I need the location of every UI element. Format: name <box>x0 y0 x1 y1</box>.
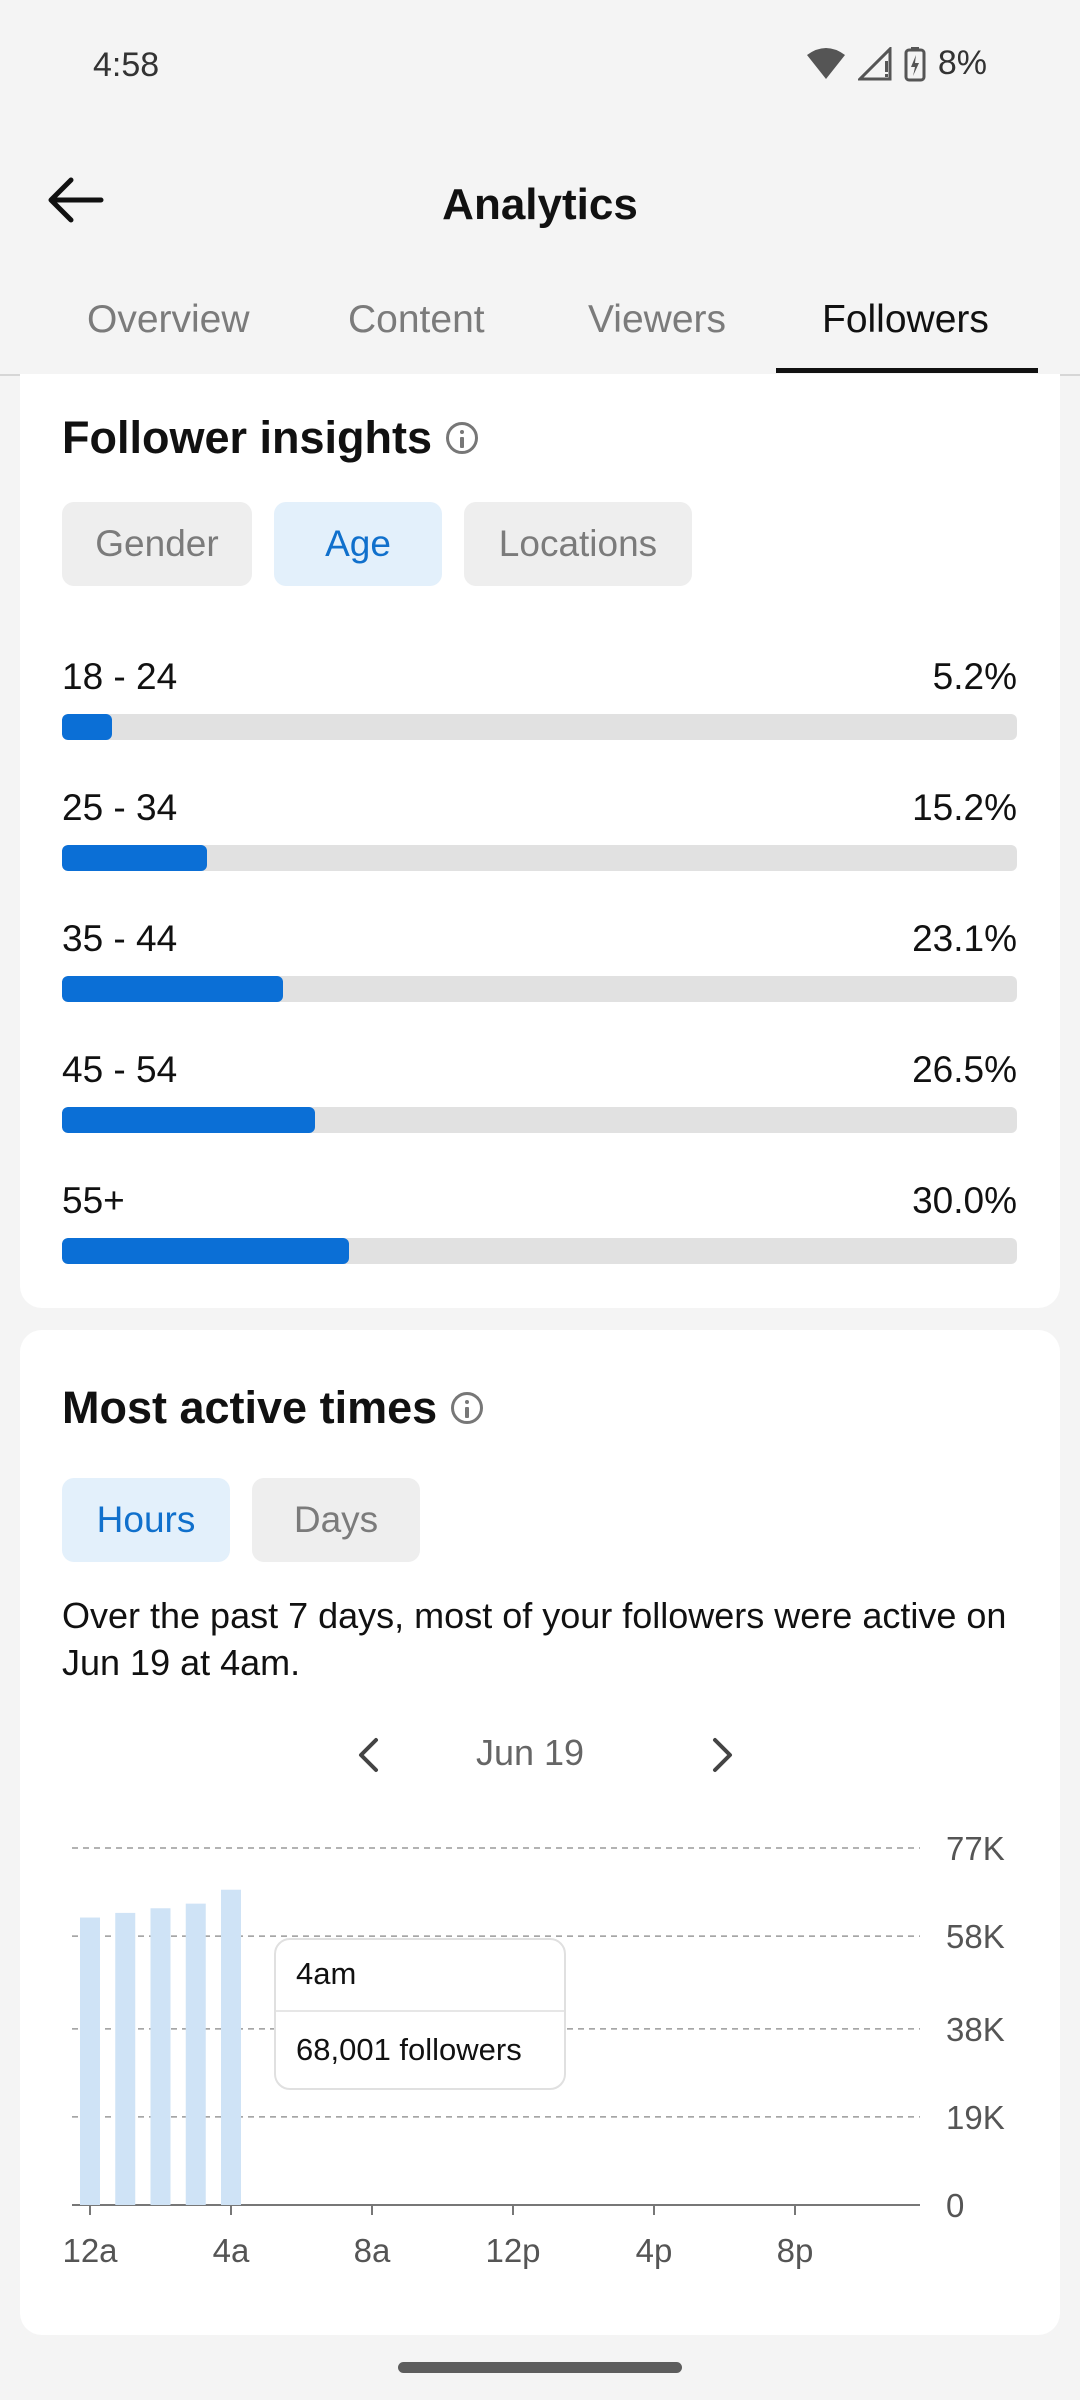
chevron-left-icon <box>359 1738 378 1772</box>
age-progress-track <box>62 845 1017 871</box>
age-progress-track <box>62 1107 1017 1133</box>
chevron-right-icon <box>713 1738 732 1772</box>
follower-insights-heading: Follower insights <box>62 412 479 464</box>
y-tick-label: 58K <box>946 1918 1005 1955</box>
tooltip-divider <box>276 2010 564 2012</box>
status-time: 4:58 <box>93 46 160 84</box>
tab-active-indicator <box>776 368 1038 373</box>
follower-insights-title: Follower insights <box>62 412 433 463</box>
follower-insights-card: Follower insights Gender Age Locations 1… <box>20 374 1060 1308</box>
age-row: 18 - 24 5.2% <box>62 656 1017 766</box>
date-navigator: Jun 19 <box>20 1720 1060 1790</box>
y-tick-label: 77K <box>946 1830 1005 1867</box>
age-range-label: 25 - 34 <box>62 787 178 828</box>
arrow-left-icon <box>48 177 104 223</box>
x-tick-label: 12p <box>485 2232 540 2269</box>
filter-gender-chip[interactable]: Gender <box>62 502 252 586</box>
chart-bar <box>115 1912 136 2205</box>
age-range-label: 55+ <box>62 1180 125 1221</box>
tab-viewers[interactable]: Viewers <box>588 298 727 341</box>
tab-overview[interactable]: Overview <box>87 298 250 341</box>
x-tick-label: 8p <box>777 2232 814 2269</box>
x-tick-label: 4a <box>213 2232 250 2269</box>
battery-icon <box>904 46 926 82</box>
age-progress-fill <box>62 845 208 871</box>
age-progress-fill <box>62 714 112 740</box>
age-progress-track <box>62 1238 1017 1264</box>
age-row: 55+ 30.0% <box>62 1180 1017 1290</box>
x-tick-label: 12a <box>62 2232 118 2269</box>
age-percent-label: 30.0% <box>912 1180 1017 1221</box>
app-header: Analytics <box>0 140 1080 260</box>
y-tick-label: 38K <box>946 2011 1005 2048</box>
filter-hours-chip[interactable]: Hours <box>62 1478 230 1562</box>
tab-bar: Overview Content Viewers Followers <box>0 282 1080 376</box>
signal-icon <box>857 46 892 81</box>
home-indicator[interactable] <box>398 2362 682 2373</box>
age-progress-fill <box>62 1238 349 1264</box>
next-date-button[interactable] <box>698 1730 748 1780</box>
wifi-icon <box>806 47 846 81</box>
tab-followers[interactable]: Followers <box>822 298 989 341</box>
page-title: Analytics <box>442 180 638 229</box>
tooltip-value: 68,001 followers <box>296 2032 522 2067</box>
age-row: 45 - 54 26.5% <box>62 1049 1017 1159</box>
status-icons: 8% <box>806 44 987 83</box>
age-range-label: 35 - 44 <box>62 918 178 959</box>
selected-date: Jun 19 <box>475 1732 585 1773</box>
info-icon[interactable] <box>451 1392 484 1424</box>
chart-bar <box>150 1908 171 2205</box>
filter-locations-chip[interactable]: Locations <box>464 502 692 586</box>
age-progress-track <box>62 976 1017 1002</box>
active-times-summary: Over the past 7 days, most of your follo… <box>62 1595 1007 1683</box>
y-tick-label: 19K <box>946 2099 1005 2136</box>
back-button[interactable] <box>40 170 110 230</box>
age-progress-fill <box>62 976 283 1002</box>
age-percent-label: 15.2% <box>912 787 1017 828</box>
battery-percent: 8% <box>937 44 987 82</box>
chart-bar <box>185 1903 206 2205</box>
status-bar: 4:58 8% <box>0 0 1080 130</box>
age-range-label: 18 - 24 <box>62 656 178 697</box>
tab-content[interactable]: Content <box>348 298 485 341</box>
active-times-title: Most active times <box>62 1382 438 1433</box>
chart-bar <box>221 1889 241 2205</box>
age-percent-label: 26.5% <box>912 1049 1017 1090</box>
filter-age-chip[interactable]: Age <box>274 502 442 586</box>
active-times-chart: 0 19K 38K 58K 77K 12a 4a 8a 12p 4p 8p <box>20 1810 1060 2270</box>
most-active-times-card: Most active times Hours Days Over the pa… <box>20 1330 1060 2335</box>
age-range-label: 45 - 54 <box>62 1049 178 1090</box>
active-times-chart-svg: 0 19K 38K 58K 77K 12a 4a 8a 12p 4p 8p <box>62 1830 1005 2269</box>
previous-date-button[interactable] <box>343 1730 393 1780</box>
age-row: 35 - 44 23.1% <box>62 918 1017 1028</box>
active-times-heading: Most active times <box>62 1382 484 1434</box>
age-percent-label: 23.1% <box>912 918 1017 959</box>
tooltip-time: 4am <box>296 1956 357 1991</box>
x-tick-label: 8a <box>354 2232 391 2269</box>
chart-bar <box>80 1917 100 2205</box>
info-icon[interactable] <box>446 422 479 454</box>
chart-tooltip: 4am 68,001 followers <box>274 1938 566 2090</box>
age-progress-track <box>62 714 1017 740</box>
y-tick-label: 0 <box>946 2187 964 2224</box>
x-tick-label: 4p <box>636 2232 673 2269</box>
age-percent-label: 5.2% <box>932 656 1017 697</box>
age-row: 25 - 34 15.2% <box>62 787 1017 897</box>
filter-days-chip[interactable]: Days <box>252 1478 420 1562</box>
age-progress-fill <box>62 1107 316 1133</box>
